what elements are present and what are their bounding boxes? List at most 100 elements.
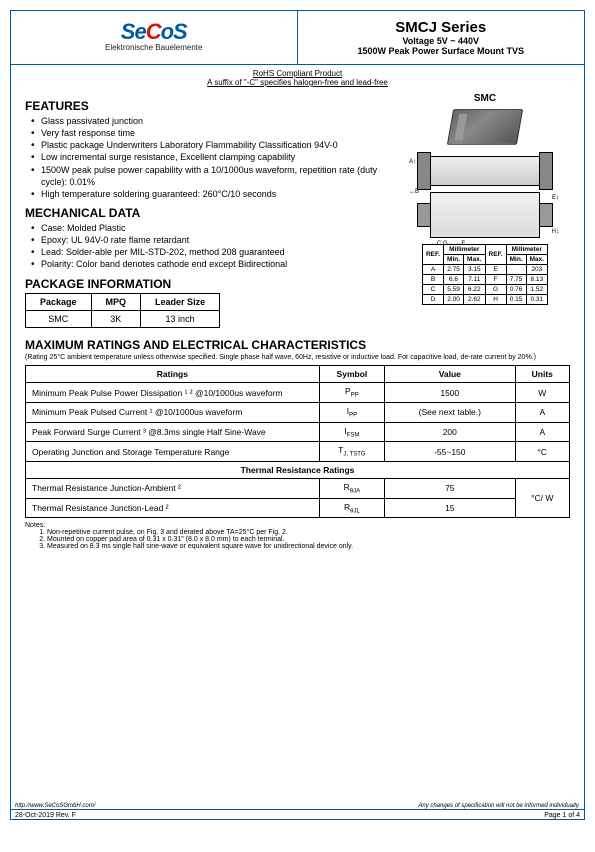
- table-cell: 15: [385, 498, 516, 518]
- header: SeCoS Elektronische Bauelemente SMCJ Ser…: [11, 11, 584, 65]
- table-cell: IPP: [319, 402, 384, 422]
- header-title-cell: SMCJ Series Voltage 5V ~ 440V 1500W Peak…: [298, 11, 585, 64]
- list-item: Non-repetitive current pulse, on Fig. 3 …: [47, 529, 570, 536]
- table-cell: 13 inch: [141, 310, 220, 327]
- notes-section: Notes: Non-repetitive current pulse, on …: [11, 518, 584, 554]
- table-cell: Thermal Resistance Junction-Ambient ²: [26, 478, 320, 498]
- package-info-heading: PACKAGE INFORMATION: [25, 277, 392, 291]
- company-logo: SeCoS Elektronische Bauelemente: [105, 19, 202, 52]
- series-desc: 1500W Peak Power Surface Mount TVS: [308, 46, 575, 56]
- table-cell: [506, 265, 526, 275]
- table-cell: 2.62: [464, 295, 485, 305]
- table-cell: PPP: [319, 383, 384, 403]
- thermal-header: Thermal Resistance Ratings: [26, 461, 570, 478]
- table-cell: 3K: [91, 310, 141, 327]
- list-item: High temperature soldering guaranteed: 2…: [31, 188, 392, 200]
- table-header: MPQ: [91, 293, 141, 310]
- list-item: Mounted on copper pad area of 0.31 x 0.3…: [47, 536, 570, 543]
- table-header: Max.: [526, 255, 547, 265]
- notes-list: Non-repetitive current pulse, on Fig. 3 …: [25, 529, 570, 550]
- table-header: Package: [26, 293, 92, 310]
- table-cell: C: [422, 285, 443, 295]
- table-header: Min.: [506, 255, 526, 265]
- list-item: Lead: Solder-able per MIL-STD-202, metho…: [31, 246, 392, 258]
- ratings-table: Ratings Symbol Value Units Minimum Peak …: [25, 365, 570, 518]
- page-footer: http://www.SeCoSGmbH.com/ Any changes of…: [11, 803, 584, 819]
- max-ratings-section: MAXIMUM RATINGS AND ELECTRICAL CHARACTER…: [11, 328, 584, 519]
- table-header: Symbol: [319, 366, 384, 383]
- lead-icon: [539, 152, 553, 190]
- table-cell: 2.75: [444, 265, 464, 275]
- mechanical-list: Case: Molded Plastic Epoxy: UL 94V-0 rat…: [25, 222, 392, 271]
- table-header: Value: [385, 366, 516, 383]
- table-cell: B: [422, 275, 443, 285]
- list-item: Plastic package Underwriters Laboratory …: [31, 139, 392, 151]
- table-header: Millimeter: [506, 245, 547, 255]
- table-header: Leader Size: [141, 293, 220, 310]
- table-cell: 8.13: [526, 275, 547, 285]
- list-item: Case: Molded Plastic: [31, 222, 392, 234]
- compliance-line2: A suffix of "-C" specifies halogen-free …: [11, 78, 584, 87]
- header-logo-cell: SeCoS Elektronische Bauelemente: [11, 11, 298, 64]
- table-cell: 5.59: [444, 285, 464, 295]
- table-cell: 2.00: [444, 295, 464, 305]
- table-cell: D: [422, 295, 443, 305]
- table-cell: 6.22: [464, 285, 485, 295]
- table-cell: F: [485, 275, 506, 285]
- footer-bar: 28-Oct-2019 Rev. F Page 1 of 4: [11, 809, 584, 819]
- lead-icon: [417, 203, 431, 227]
- list-item: Glass passivated junction: [31, 115, 392, 127]
- package-label: SMC: [400, 93, 570, 104]
- table-cell: Minimum Peak Pulsed Current ¹ @10/1000us…: [26, 402, 320, 422]
- package-side-view: A↕ ↔B: [430, 156, 540, 186]
- table-cell: TJ, TSTG: [319, 442, 384, 462]
- features-list: Glass passivated junction Very fast resp…: [25, 115, 392, 200]
- table-cell: °C: [515, 442, 569, 462]
- table-cell: A: [515, 422, 569, 442]
- table-cell: RθJL: [319, 498, 384, 518]
- table-cell: 0.31: [526, 295, 547, 305]
- table-cell: 7.75: [506, 275, 526, 285]
- list-item: Very fast response time: [31, 127, 392, 139]
- lead-icon: [417, 152, 431, 190]
- table-cell: G: [485, 285, 506, 295]
- compliance-block: RoHS Compliant Product A suffix of "-C" …: [11, 65, 584, 89]
- table-cell: SMC: [26, 310, 92, 327]
- left-column: FEATURES Glass passivated junction Very …: [25, 93, 392, 328]
- mechanical-heading: MECHANICAL DATA: [25, 206, 392, 220]
- table-cell: 0.76: [506, 285, 526, 295]
- series-voltage: Voltage 5V ~ 440V: [308, 36, 575, 46]
- table-cell: 203: [526, 265, 547, 275]
- table-header: REF.: [485, 245, 506, 265]
- list-item: Polarity: Color band denotes cathode end…: [31, 258, 392, 270]
- table-header: Min.: [444, 255, 464, 265]
- table-header: REF.: [422, 245, 443, 265]
- series-title: SMCJ Series: [308, 19, 575, 36]
- table-cell: W: [515, 383, 569, 403]
- max-ratings-heading: MAXIMUM RATINGS AND ELECTRICAL CHARACTER…: [25, 338, 570, 352]
- main-content: FEATURES Glass passivated junction Very …: [11, 89, 584, 328]
- package-3d-icon: [447, 109, 523, 145]
- list-item: 1500W peak pulse power capability with a…: [31, 164, 392, 188]
- footer-date: 28-Oct-2019 Rev. F: [15, 812, 76, 819]
- table-cell: Thermal Resistance Junction-Lead ²: [26, 498, 320, 518]
- table-cell: (See next table.): [385, 402, 516, 422]
- table-cell: IFSM: [319, 422, 384, 442]
- package-info-table: Package MPQ Leader Size SMC 3K 13 inch: [25, 293, 220, 328]
- table-cell: 3.15: [464, 265, 485, 275]
- datasheet-page: SeCoS Elektronische Bauelemente SMCJ Ser…: [10, 10, 585, 820]
- compliance-line1: RoHS Compliant Product: [11, 69, 584, 78]
- table-cell: 6.6: [444, 275, 464, 285]
- features-heading: FEATURES: [25, 99, 392, 113]
- table-cell: 1.52: [526, 285, 547, 295]
- table-cell: 75: [385, 478, 516, 498]
- logo-text: SeCoS: [105, 19, 202, 45]
- package-top-view: E↕ H↕ ↔C G↔ ↔F: [430, 192, 540, 238]
- table-cell: E: [485, 265, 506, 275]
- footer-disclaimer: Any changes of specification will not be…: [418, 803, 580, 809]
- logo-subtitle: Elektronische Bauelemente: [105, 43, 202, 52]
- footer-page: Page 1 of 4: [544, 812, 580, 819]
- table-cell: A: [515, 402, 569, 422]
- right-column: SMC A↕ ↔B E↕ H↕ ↔C G↔ ↔F REF. Millimeter…: [400, 93, 570, 328]
- table-cell: RθJA: [319, 478, 384, 498]
